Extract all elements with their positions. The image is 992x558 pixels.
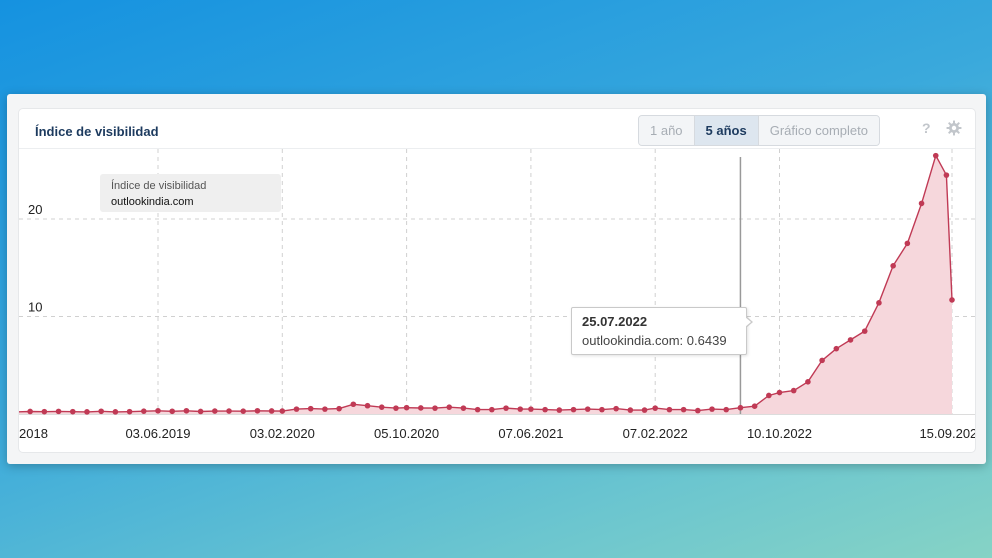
data-point-2019-03-11[interactable]: [112, 409, 119, 415]
data-point-2022-08-22[interactable]: [751, 403, 758, 410]
time-range-selector: 1 año 5 años Gráfico completo: [638, 115, 880, 146]
data-point-2022-01-17[interactable]: [641, 407, 648, 413]
data-point-2020-07-20[interactable]: [364, 402, 371, 409]
y-tick-label-10: 10: [28, 300, 42, 315]
data-point-2021-06-07[interactable]: [528, 406, 534, 412]
data-point-2022-05-02[interactable]: [695, 407, 701, 414]
data-point-2022-02-07[interactable]: [652, 405, 659, 411]
data-point-2019-02-11[interactable]: [98, 408, 104, 415]
y-tick-label-20: 20: [28, 202, 42, 217]
visibility-chart[interactable]: 10 20 2018 03.06.2019 03.02.2020 05.10.2020 07…: [19, 109, 975, 452]
header-divider: [19, 148, 975, 149]
data-point-2020-04-27[interactable]: [322, 406, 328, 412]
x-tick-label: 03.02.2020: [250, 426, 315, 441]
data-point-2022-09-19[interactable]: [766, 392, 772, 399]
x-tick-label: 07.02.2022: [623, 426, 688, 441]
tooltip-date: 25.07.2022: [582, 314, 648, 329]
x-tick-label: 15.09.2023: [919, 426, 975, 441]
data-point-2021-11-22[interactable]: [613, 405, 619, 412]
x-tick-label: 05.10.2020: [374, 426, 439, 441]
data-point-2022-04-04[interactable]: [680, 406, 687, 413]
data-point-2023-04-24[interactable]: [876, 300, 882, 306]
data-point-2023-01-02[interactable]: [819, 357, 825, 364]
series-label-box: Índice de visibilidad outlookindia.com: [100, 174, 281, 212]
data-point-2021-07-05[interactable]: [542, 406, 548, 413]
data-point-2021-10-25[interactable]: [599, 406, 605, 413]
data-point-2021-01-25[interactable]: [460, 405, 467, 411]
range-1-year-button[interactable]: 1 año: [639, 116, 694, 145]
data-point-2021-03-22[interactable]: [489, 406, 495, 413]
data-point-2021-04-19[interactable]: [503, 405, 509, 411]
gear-icon[interactable]: [946, 120, 962, 136]
tooltip-value: outlookindia.com: 0.6439: [582, 333, 727, 348]
data-point-2020-12-28[interactable]: [446, 404, 453, 410]
data-point-2019-08-26[interactable]: [197, 408, 204, 415]
data-point-2023-01-30[interactable]: [833, 345, 840, 352]
data-point-2021-02-22[interactable]: [474, 406, 481, 413]
series-label-metric: Índice de visibilidad: [111, 180, 207, 192]
series-line: [19, 154, 953, 413]
series-label-domain: outlookindia.com: [111, 196, 194, 208]
data-point-2023-06-19[interactable]: [904, 240, 911, 247]
x-tick-label: 2018: [19, 426, 48, 441]
x-tick-label: 07.06.2021: [498, 426, 563, 441]
data-point-2022-11-07[interactable]: [790, 387, 797, 394]
data-point-2021-05-17[interactable]: [517, 406, 524, 412]
visibility-widget: Índice de visibilidad 1 año 5 años Gráfi…: [7, 94, 986, 464]
data-point-2023-02-27[interactable]: [847, 337, 854, 343]
data-point-2021-08-30[interactable]: [570, 406, 577, 413]
data-point-2019-01-14[interactable]: [84, 409, 90, 415]
chart-tooltip: 25.07.2022 outlookindia.com: 0.6439: [571, 307, 753, 355]
data-point-2019-06-03[interactable]: [155, 407, 161, 414]
data-point-2020-06-22[interactable]: [350, 401, 357, 408]
chart-title: Índice de visibilidad: [35, 124, 159, 139]
series-area: [19, 155, 952, 414]
data-point-2022-03-07[interactable]: [666, 406, 673, 413]
help-icon[interactable]: ?: [922, 120, 931, 136]
data-point-2022-05-30[interactable]: [709, 406, 715, 412]
data-point-2019-05-06[interactable]: [140, 408, 147, 414]
data-point-2019-07-29[interactable]: [183, 407, 190, 414]
chart-card: Índice de visibilidad 1 año 5 años Gráfi…: [19, 109, 975, 452]
x-tick-label: 10.10.2022: [747, 426, 812, 441]
data-point-2020-10-05[interactable]: [403, 404, 410, 411]
data-point-2019-10-21[interactable]: [226, 408, 232, 414]
data-point-2021-09-27[interactable]: [584, 406, 591, 412]
x-tick-label: 03.06.2019: [125, 426, 190, 441]
data-point-2022-07-25[interactable]: [737, 404, 744, 411]
data-point-2019-04-08[interactable]: [126, 408, 133, 415]
data-point-2019-11-18[interactable]: [240, 408, 247, 414]
data-point-2019-09-23[interactable]: [212, 408, 218, 414]
data-point-2021-08-02[interactable]: [556, 407, 563, 413]
data-point-2018-12-17[interactable]: [69, 408, 76, 415]
data-point-2023-08-14[interactable]: [932, 152, 939, 159]
data-point-2022-06-27[interactable]: [723, 406, 730, 413]
data-point-2020-03-02[interactable]: [293, 406, 300, 412]
data-point-2020-08-17[interactable]: [378, 404, 385, 410]
data-point-2019-12-16[interactable]: [254, 407, 261, 414]
data-point-2023-05-22[interactable]: [890, 263, 896, 269]
data-point-2018-11-19[interactable]: [55, 408, 62, 415]
data-point-2020-05-25[interactable]: [336, 405, 342, 412]
data-point-2020-09-14[interactable]: [393, 405, 399, 411]
data-point-2023-03-27[interactable]: [861, 328, 868, 334]
data-point-2020-01-13[interactable]: [268, 408, 275, 414]
range-5-years-button[interactable]: 5 años: [693, 116, 758, 145]
data-point-2019-07-01[interactable]: [169, 408, 176, 415]
data-point-2018-09-24[interactable]: [27, 408, 33, 415]
data-point-2023-09-04[interactable]: [943, 172, 950, 178]
data-point-2020-03-30[interactable]: [307, 405, 314, 412]
data-point-2022-10-10[interactable]: [776, 389, 783, 396]
data-point-2023-07-17[interactable]: [918, 200, 925, 207]
data-point-2020-11-30[interactable]: [432, 405, 438, 411]
data-point-2023-09-15[interactable]: [949, 297, 955, 303]
data-point-2020-11-02[interactable]: [418, 405, 424, 411]
data-point-2018-10-22[interactable]: [41, 408, 48, 415]
data-point-2022-12-05[interactable]: [805, 379, 811, 385]
data-point-2021-12-20[interactable]: [627, 407, 634, 413]
range-full-chart-button[interactable]: Gráfico completo: [757, 116, 879, 145]
data-point-2020-02-03[interactable]: [279, 408, 286, 414]
